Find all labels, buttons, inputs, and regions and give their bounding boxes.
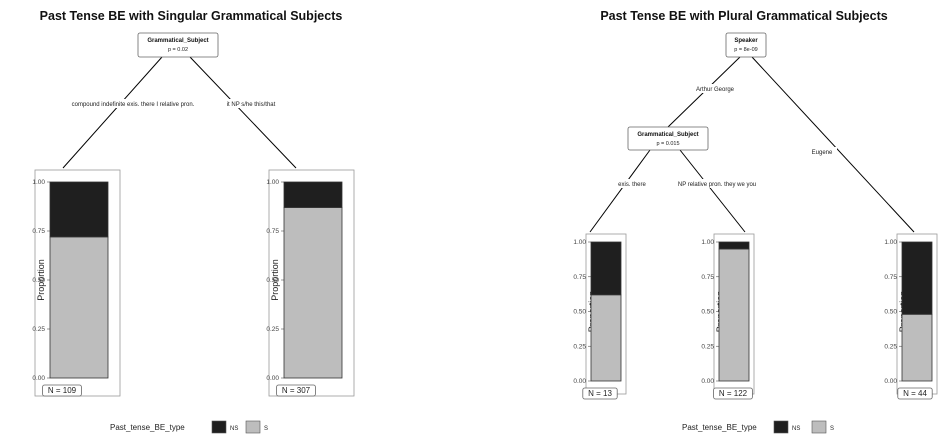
left-edge-label-left: compound indefinite exis. there I relati… <box>72 102 195 108</box>
left-terminal-2-ytick-label-0: 0.00 <box>266 375 279 382</box>
left-terminal-2-ytick-label-1: 0.25 <box>266 326 279 333</box>
right-terminal-2-ytick-label-2: 0.50 <box>701 309 714 316</box>
right-terminal-3-n-box <box>897 387 933 400</box>
right-terminal-3-ytick-label-2: 0.50 <box>884 309 897 316</box>
right-inner-node-name: Grammatical_Subject <box>637 132 698 138</box>
left-edge-label-bg-left <box>52 99 214 108</box>
left-terminal-1-ylabel: Proportion <box>36 259 46 301</box>
right-terminal-1-ytick-label-3: 0.75 <box>573 274 586 281</box>
right-legend-swatch-s <box>811 420 827 434</box>
right-edge-speaker-to-eugene <box>751 56 915 233</box>
right-terminal-1-n-box <box>582 387 618 400</box>
left-tree-panel: Past Tense BE with Singular Grammatical … <box>32 9 355 397</box>
left-terminal-2-n-box <box>276 384 316 397</box>
left-terminal-1-ytick-label-0: 0.00 <box>32 375 45 382</box>
left-legend-swatch-s <box>245 420 261 434</box>
left-legend-title: Past_tense_BE_type <box>110 423 185 432</box>
left-edge-label-bg-right <box>217 99 285 108</box>
right-terminal-2-ytick-label-4: 1.00 <box>701 239 714 246</box>
right-legend-swatch-ns <box>773 420 789 434</box>
right-legend-label-ns: NS <box>792 426 800 432</box>
right-terminal-2-bar-ns <box>718 241 750 250</box>
left-root-node-p: p = 0.02 <box>168 47 188 53</box>
left-terminal-2-ytick-label-3: 0.75 <box>266 228 279 235</box>
left-root-node-box <box>137 32 219 58</box>
right-root-node-box <box>725 32 767 58</box>
right-legend-title: Past_tense_BE_type <box>682 423 757 432</box>
right-terminal-2-ytick-label-0: 0.00 <box>701 378 714 385</box>
right-terminal-1-n-label: N = 13 <box>588 389 612 398</box>
right-terminal-2-ytick-label-1: 0.25 <box>701 343 714 350</box>
left-terminal-2: 0.00 0.25 0.50 0.75 1.00 Proportion N = 307 <box>266 169 355 397</box>
right-root-node-name: Speaker <box>734 38 758 44</box>
right-edge-label-bg-eugene <box>807 147 837 156</box>
right-terminal-1-bar-s <box>590 294 622 382</box>
left-terminal-1-bar-ns <box>49 181 109 238</box>
right-edge-label-bg-np <box>666 179 768 188</box>
right-terminal-1-ytick-label-4: 1.00 <box>573 239 586 246</box>
right-terminal-3-ytick-label-3: 0.75 <box>884 274 897 281</box>
left-terminal-2-ytick-label-2: 0.50 <box>266 277 279 284</box>
left-legend: Past_tense_BE_type NS S <box>110 420 268 434</box>
right-inner-node-p: p = 0.015 <box>656 141 679 147</box>
right-edge-label-eugene: Eugene <box>812 150 833 156</box>
right-terminal-1-bar-ns <box>590 241 622 296</box>
left-terminal-2-ytick-label-4: 1.00 <box>266 179 279 186</box>
right-panel-title: Past Tense BE with Plural Grammatical Su… <box>600 9 887 23</box>
right-terminal-2-bar-s <box>718 248 750 382</box>
right-terminal-1-ytick-label-1: 0.25 <box>573 343 586 350</box>
right-terminal-2-ytick-label-3: 0.75 <box>701 274 714 281</box>
left-legend-label-ns: NS <box>230 426 238 432</box>
right-terminal-3-ytick-label-4: 1.00 <box>884 239 897 246</box>
right-terminal-1-ytick-label-0: 0.00 <box>573 378 586 385</box>
right-terminal-3-bar-s <box>901 313 933 382</box>
right-edge-label-arthur-george: Arthur George <box>696 87 735 93</box>
left-legend-label-s: S <box>264 426 268 432</box>
right-edge-label-exis-there: exis. there <box>618 182 646 188</box>
right-edge-label-np-relative: NP relative pron. they we you <box>678 182 756 188</box>
right-terminal-1-ytick-label-2: 0.50 <box>573 309 586 316</box>
right-inner-node-box <box>627 126 709 151</box>
left-root-node-name: Grammatical_Subject <box>147 38 208 44</box>
right-root-node-p: p = 8e-09 <box>734 47 757 53</box>
left-edge-line-right <box>189 56 297 169</box>
right-terminal-3-ytick-label-1: 0.25 <box>884 343 897 350</box>
left-edge-line-left <box>62 56 163 169</box>
left-legend-swatch-ns <box>211 420 227 434</box>
left-terminal-1: 0.00 0.25 0.50 0.75 1.00 Proportion N = 109 <box>32 169 121 397</box>
right-terminal-2-n-label: N = 122 <box>719 389 748 398</box>
left-terminal-1-ytick-label-4: 1.00 <box>32 179 45 186</box>
left-terminal-2-n-label: N = 307 <box>282 386 311 395</box>
right-terminal-3-ytick-label-0: 0.00 <box>884 378 897 385</box>
left-panel-title: Past Tense BE with Singular Grammatical … <box>40 9 343 23</box>
left-terminal-1-ytick-label-1: 0.25 <box>32 326 45 333</box>
left-edge-label-right: it NP s/he this/that <box>227 102 276 108</box>
right-edge-label-bg-exis <box>612 179 652 188</box>
right-edge-inner-to-left <box>589 149 651 233</box>
left-terminal-2-ylabel: Proportion <box>270 259 280 301</box>
left-terminal-1-ytick-label-2: 0.50 <box>32 277 45 284</box>
right-edge-label-bg-arthur <box>690 84 740 93</box>
left-terminal-2-bar-s <box>283 207 343 379</box>
right-tree-panel: Past Tense BE with Plural Grammatical Su… <box>573 9 938 400</box>
right-terminal-3-n-label: N = 44 <box>903 389 927 398</box>
right-legend-label-s: S <box>830 426 834 432</box>
right-legend: Past_tense_BE_type NS S <box>682 420 834 434</box>
right-edge-inner-to-right <box>679 149 746 233</box>
left-terminal-1-bar-s <box>49 236 109 379</box>
left-terminal-1-ytick-label-3: 0.75 <box>32 228 45 235</box>
right-terminal-3-bar-ns <box>901 241 933 315</box>
left-terminal-2-bar-ns <box>283 181 343 208</box>
right-terminal-2-n-box <box>713 387 753 400</box>
left-terminal-1-n-label: N = 109 <box>48 386 77 395</box>
left-terminal-1-n-box <box>42 384 82 397</box>
